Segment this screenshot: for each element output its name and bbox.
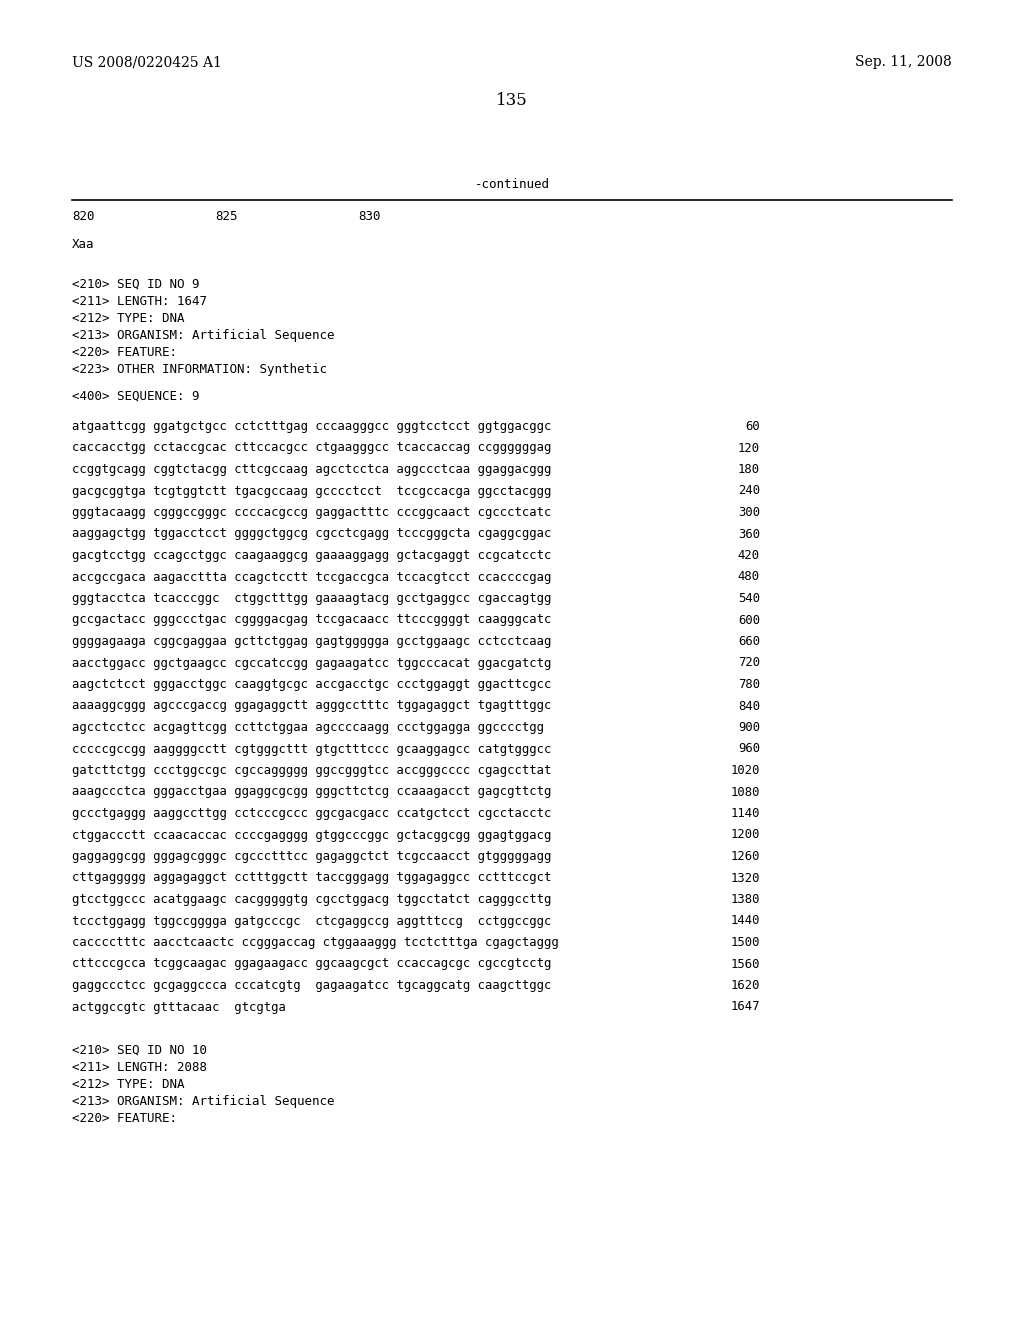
Text: 300: 300: [738, 506, 760, 519]
Text: <212> TYPE: DNA: <212> TYPE: DNA: [72, 312, 184, 325]
Text: tccctggagg tggccgggga gatgcccgc  ctcgaggccg aggtttccg  cctggccggc: tccctggagg tggccgggga gatgcccgc ctcgaggc…: [72, 915, 551, 928]
Text: actggccgtc gtttacaac  gtcgtga: actggccgtc gtttacaac gtcgtga: [72, 1001, 286, 1014]
Text: 960: 960: [738, 742, 760, 755]
Text: <211> LENGTH: 2088: <211> LENGTH: 2088: [72, 1061, 207, 1074]
Text: aacctggacc ggctgaagcc cgccatccgg gagaagatcc tggcccacat ggacgatctg: aacctggacc ggctgaagcc cgccatccgg gagaaga…: [72, 656, 551, 669]
Text: 135: 135: [496, 92, 528, 110]
Text: cacccctttc aacctcaactc ccgggaccag ctggaaaggg tcctctttga cgagctaggg: cacccctttc aacctcaactc ccgggaccag ctggaa…: [72, 936, 559, 949]
Text: gtcctggccc acatggaagc cacgggggtg cgcctggacg tggcctatct cagggccttg: gtcctggccc acatggaagc cacgggggtg cgcctgg…: [72, 894, 551, 906]
Text: <213> ORGANISM: Artificial Sequence: <213> ORGANISM: Artificial Sequence: [72, 1096, 335, 1107]
Text: 830: 830: [358, 210, 381, 223]
Text: -continued: -continued: [474, 178, 550, 191]
Text: ggggagaaga cggcgaggaa gcttctggag gagtggggga gcctggaagc cctcctcaag: ggggagaaga cggcgaggaa gcttctggag gagtggg…: [72, 635, 551, 648]
Text: 1647: 1647: [730, 1001, 760, 1014]
Text: 360: 360: [738, 528, 760, 540]
Text: <211> LENGTH: 1647: <211> LENGTH: 1647: [72, 294, 207, 308]
Text: 1620: 1620: [730, 979, 760, 993]
Text: ctggaccctt ccaacaccac ccccgagggg gtggcccggc gctacggcgg ggagtggacg: ctggaccctt ccaacaccac ccccgagggg gtggccc…: [72, 829, 551, 842]
Text: Xaa: Xaa: [72, 238, 94, 251]
Text: caccacctgg cctaccgcac cttccacgcc ctgaagggcc tcaccaccag ccggggggag: caccacctgg cctaccgcac cttccacgcc ctgaagg…: [72, 441, 551, 454]
Text: 1080: 1080: [730, 785, 760, 799]
Text: accgccgaca aagaccttta ccagctcctt tccgaccgca tccacgtcct ccaccccgag: accgccgaca aagaccttta ccagctcctt tccgacc…: [72, 570, 551, 583]
Text: Sep. 11, 2008: Sep. 11, 2008: [855, 55, 952, 69]
Text: <213> ORGANISM: Artificial Sequence: <213> ORGANISM: Artificial Sequence: [72, 329, 335, 342]
Text: 1380: 1380: [730, 894, 760, 906]
Text: 1500: 1500: [730, 936, 760, 949]
Text: gccctgaggg aaggccttgg cctcccgccc ggcgacgacc ccatgctcct cgcctacctc: gccctgaggg aaggccttgg cctcccgccc ggcgacg…: [72, 807, 551, 820]
Text: 900: 900: [738, 721, 760, 734]
Text: <212> TYPE: DNA: <212> TYPE: DNA: [72, 1078, 184, 1092]
Text: 540: 540: [738, 591, 760, 605]
Text: 1200: 1200: [730, 829, 760, 842]
Text: 180: 180: [738, 463, 760, 477]
Text: gacgtcctgg ccagcctggc caagaaggcg gaaaaggagg gctacgaggt ccgcatcctc: gacgtcctgg ccagcctggc caagaaggcg gaaaagg…: [72, 549, 551, 562]
Text: gggtacctca tcacccggc  ctggctttgg gaaaagtacg gcctgaggcc cgaccagtgg: gggtacctca tcacccggc ctggctttgg gaaaagta…: [72, 591, 551, 605]
Text: ccggtgcagg cggtctacgg cttcgccaag agcctcctca aggccctcaa ggaggacggg: ccggtgcagg cggtctacgg cttcgccaag agcctcc…: [72, 463, 551, 477]
Text: gccgactacc gggccctgac cggggacgag tccgacaacc ttcccggggt caagggcatc: gccgactacc gggccctgac cggggacgag tccgaca…: [72, 614, 551, 627]
Text: <210> SEQ ID NO 9: <210> SEQ ID NO 9: [72, 279, 200, 290]
Text: cttcccgcca tcggcaagac ggagaagacc ggcaagcgct ccaccagcgc cgccgtcctg: cttcccgcca tcggcaagac ggagaagacc ggcaagc…: [72, 957, 551, 970]
Text: 1320: 1320: [730, 871, 760, 884]
Text: 720: 720: [738, 656, 760, 669]
Text: 420: 420: [738, 549, 760, 562]
Text: aaagccctca gggacctgaa ggaggcgcgg gggcttctcg ccaaagacct gagcgttctg: aaagccctca gggacctgaa ggaggcgcgg gggcttc…: [72, 785, 551, 799]
Text: 240: 240: [738, 484, 760, 498]
Text: 840: 840: [738, 700, 760, 713]
Text: 825: 825: [215, 210, 238, 223]
Text: gggtacaagg cgggccgggc ccccacgccg gaggactttc cccggcaact cgccctcatc: gggtacaagg cgggccgggc ccccacgccg gaggact…: [72, 506, 551, 519]
Text: 1260: 1260: [730, 850, 760, 863]
Text: 480: 480: [738, 570, 760, 583]
Text: 1020: 1020: [730, 764, 760, 777]
Text: atgaattcgg ggatgctgcc cctctttgag cccaagggcc gggtcctcct ggtggacggc: atgaattcgg ggatgctgcc cctctttgag cccaagg…: [72, 420, 551, 433]
Text: US 2008/0220425 A1: US 2008/0220425 A1: [72, 55, 222, 69]
Text: aaggagctgg tggacctcct ggggctggcg cgcctcgagg tcccgggcta cgaggcggac: aaggagctgg tggacctcct ggggctggcg cgcctcg…: [72, 528, 551, 540]
Text: 1560: 1560: [730, 957, 760, 970]
Text: gaggccctcc gcgaggccca cccatcgtg  gagaagatcc tgcaggcatg caagcttggc: gaggccctcc gcgaggccca cccatcgtg gagaagat…: [72, 979, 551, 993]
Text: 120: 120: [738, 441, 760, 454]
Text: <210> SEQ ID NO 10: <210> SEQ ID NO 10: [72, 1044, 207, 1057]
Text: <223> OTHER INFORMATION: Synthetic: <223> OTHER INFORMATION: Synthetic: [72, 363, 327, 376]
Text: cccccgccgg aaggggcctt cgtgggcttt gtgctttccc gcaaggagcc catgtgggcc: cccccgccgg aaggggcctt cgtgggcttt gtgcttt…: [72, 742, 551, 755]
Text: gaggaggcgg gggagcgggc cgccctttcc gagaggctct tcgccaacct gtgggggagg: gaggaggcgg gggagcgggc cgccctttcc gagaggc…: [72, 850, 551, 863]
Text: agcctcctcc acgagttcgg ccttctggaa agccccaagg ccctggagga ggcccctgg: agcctcctcc acgagttcgg ccttctggaa agcccca…: [72, 721, 544, 734]
Text: <400> SEQUENCE: 9: <400> SEQUENCE: 9: [72, 389, 200, 403]
Text: <220> FEATURE:: <220> FEATURE:: [72, 346, 177, 359]
Text: 1440: 1440: [730, 915, 760, 928]
Text: aaaaggcggg agcccgaccg ggagaggctt agggcctttc tggagaggct tgagtttggc: aaaaggcggg agcccgaccg ggagaggctt agggcct…: [72, 700, 551, 713]
Text: 600: 600: [738, 614, 760, 627]
Text: 820: 820: [72, 210, 94, 223]
Text: <220> FEATURE:: <220> FEATURE:: [72, 1111, 177, 1125]
Text: 60: 60: [745, 420, 760, 433]
Text: gatcttctgg ccctggccgc cgccaggggg ggccgggtcc accgggcccc cgagccttat: gatcttctgg ccctggccgc cgccaggggg ggccggg…: [72, 764, 551, 777]
Text: cttgaggggg aggagaggct cctttggctt taccgggagg tggagaggcc cctttccgct: cttgaggggg aggagaggct cctttggctt taccggg…: [72, 871, 551, 884]
Text: 780: 780: [738, 678, 760, 690]
Text: aagctctcct gggacctggc caaggtgcgc accgacctgc ccctggaggt ggacttcgcc: aagctctcct gggacctggc caaggtgcgc accgacc…: [72, 678, 551, 690]
Text: 1140: 1140: [730, 807, 760, 820]
Text: 660: 660: [738, 635, 760, 648]
Text: gacgcggtga tcgtggtctt tgacgccaag gcccctcct  tccgccacga ggcctacggg: gacgcggtga tcgtggtctt tgacgccaag gcccctc…: [72, 484, 551, 498]
